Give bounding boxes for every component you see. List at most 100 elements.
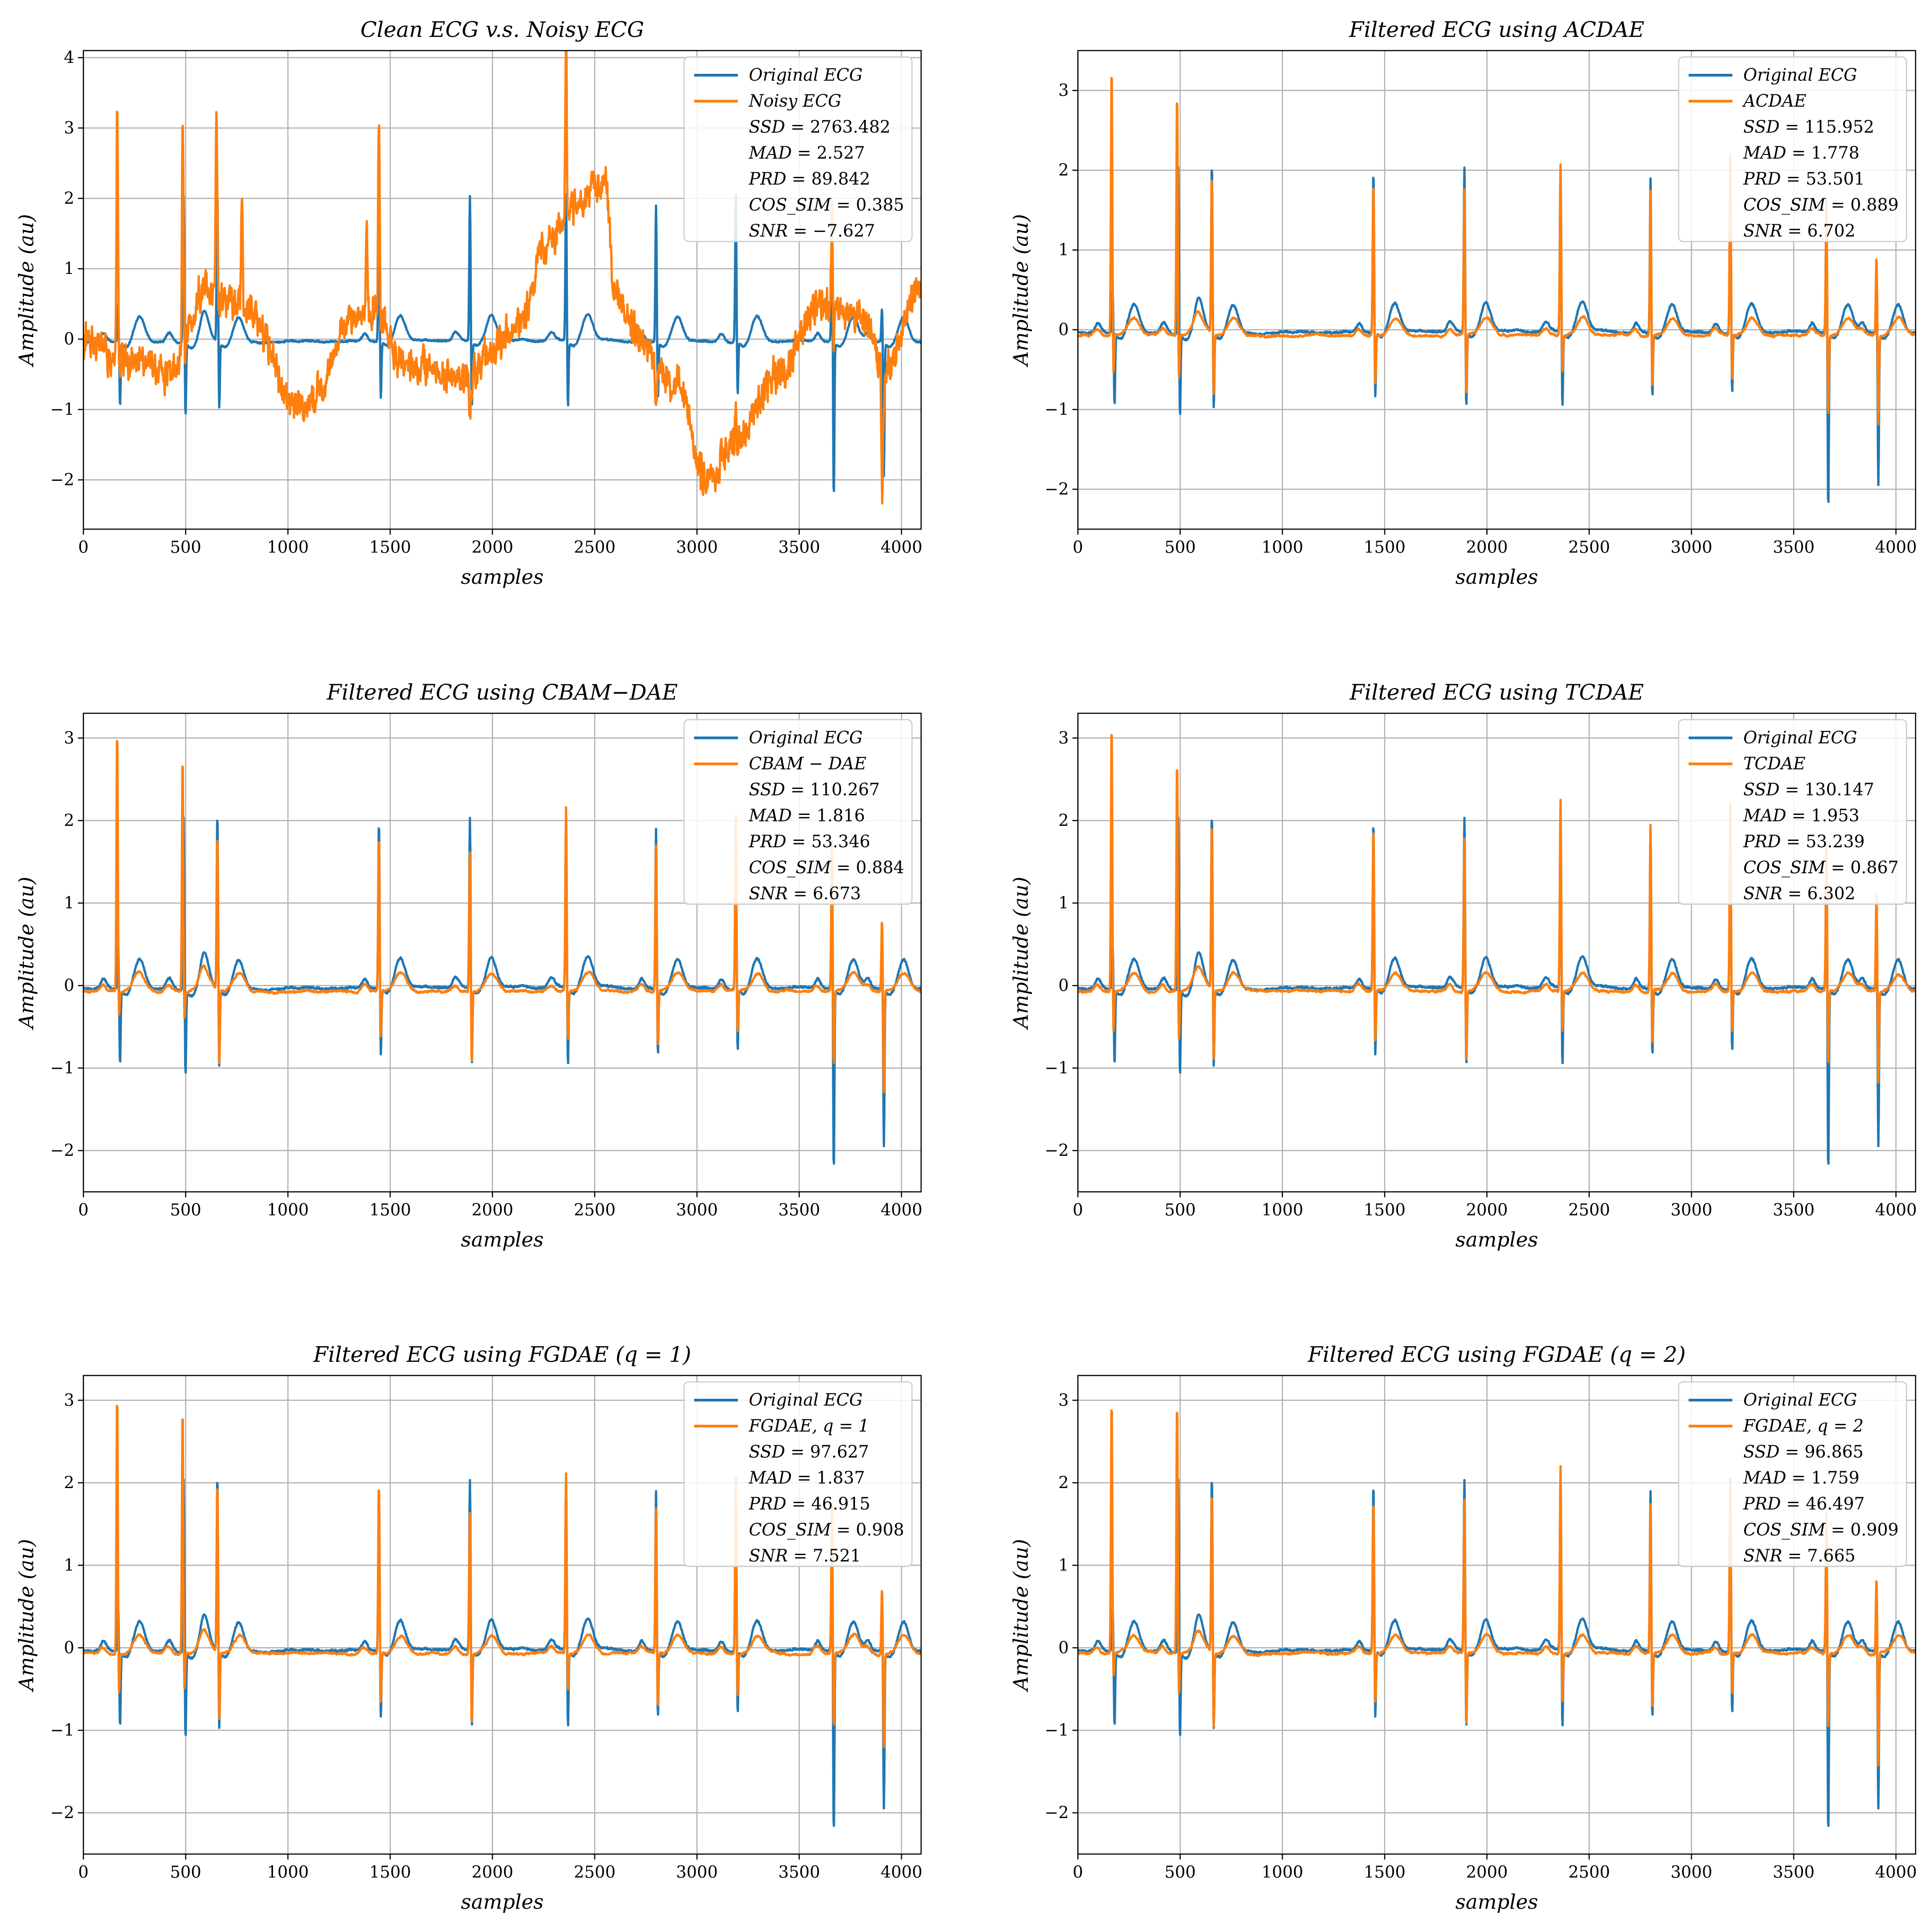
x-tick-label: 1500 xyxy=(369,1863,411,1882)
legend-entry: Original ECG xyxy=(1743,1390,1857,1410)
y-tick-label: 2 xyxy=(1058,811,1069,830)
metric-mad: MAD = 1.759 xyxy=(1743,1468,1860,1488)
metric-equals: = xyxy=(1786,143,1811,163)
metric-value: 1.837 xyxy=(817,1468,865,1488)
y-tick-label: −2 xyxy=(50,1141,74,1160)
legend-entry: Noisy ECG xyxy=(748,91,841,111)
metric-name: COS_SIM xyxy=(749,858,831,878)
metric-value: 0.385 xyxy=(856,195,904,215)
x-tick-label: 2000 xyxy=(1466,1201,1508,1220)
metric-prd: PRD = 46.915 xyxy=(748,1494,870,1514)
x-tick-label: 1500 xyxy=(1364,538,1406,557)
x-axis-label: samples xyxy=(1455,566,1538,589)
x-tick-label: 2000 xyxy=(1466,1863,1508,1882)
metric-mad: MAD = 1.953 xyxy=(1743,806,1860,825)
metric-mad: MAD = 1.837 xyxy=(748,1468,865,1488)
metric-snr: SNR = 7.665 xyxy=(1743,1546,1855,1566)
legend-entry: Original ECG xyxy=(749,728,863,747)
metric-value: 97.627 xyxy=(810,1442,869,1462)
x-tick-label: 500 xyxy=(170,538,201,557)
metric-name: SNR xyxy=(749,884,788,903)
metric-name: COS_SIM xyxy=(749,1520,831,1540)
metric-name: SNR xyxy=(749,221,788,241)
metric-equals: = xyxy=(831,195,856,215)
metric-value: 2.527 xyxy=(817,143,865,163)
metric-equals: = xyxy=(1781,832,1806,851)
metric-equals: = xyxy=(1825,195,1850,215)
y-tick-label: 3 xyxy=(64,1391,74,1410)
y-tick-label: 1 xyxy=(1058,1556,1069,1575)
metric-equals: = xyxy=(1786,1468,1811,1488)
metric-mad: MAD = 2.527 xyxy=(748,143,865,163)
y-axis-label: Amplitude (au) xyxy=(15,877,38,1030)
metric-equals: = xyxy=(786,832,811,851)
x-tick-label: 2500 xyxy=(1568,538,1610,557)
metric-value: 1.759 xyxy=(1811,1468,1860,1488)
metric-value: 46.915 xyxy=(811,1494,870,1514)
metric-name: COS_SIM xyxy=(1743,195,1826,215)
subplot-1: 0 500 1000 1500 2000 2500 3000 3500 4000 −2 −1 0 1 2 3… xyxy=(15,17,922,589)
chart-title: Filtered ECG using TCDAE xyxy=(1349,680,1643,705)
y-tick-label: −1 xyxy=(1045,1721,1069,1740)
metric-prd: PRD = 53.346 xyxy=(748,832,870,851)
y-tick-label: 1 xyxy=(64,1556,74,1575)
metric-equals: = xyxy=(1780,1442,1805,1462)
metric-equals: = xyxy=(788,221,813,241)
metric-equals: = xyxy=(1786,806,1811,825)
x-tick-label: 1000 xyxy=(267,538,309,557)
x-tick-label: 3000 xyxy=(676,1863,718,1882)
legend: Original ECG TCDAE SSD = 130.147 MAD = 1.95… xyxy=(1678,719,1907,905)
metric-value: 46.497 xyxy=(1806,1494,1865,1514)
metric-value: 6.702 xyxy=(1807,221,1855,241)
legend: Original ECG Noisy ECG SSD = 2763.482 MAD =… xyxy=(683,56,913,242)
series-line-original-ecg xyxy=(1078,815,1916,1165)
x-tick-label: 2500 xyxy=(574,538,616,557)
x-tick-label: 4000 xyxy=(881,1863,922,1882)
y-tick-label: 2 xyxy=(1058,161,1069,180)
metric-cos-sim: COS_SIM = 0.909 xyxy=(1743,1520,1899,1540)
metric-snr: SNR = 6.302 xyxy=(1743,884,1855,903)
y-tick-label: 3 xyxy=(1058,82,1069,100)
y-tick-label: 0 xyxy=(64,1638,74,1657)
metric-snr: SNR = 7.521 xyxy=(749,1546,861,1566)
series-lines xyxy=(83,51,921,505)
metric-value: 0.889 xyxy=(1850,195,1899,215)
metric-value: 130.147 xyxy=(1804,780,1874,799)
x-tick-label: 2500 xyxy=(1568,1201,1610,1220)
metric-name: PRD xyxy=(1743,169,1781,189)
legend-box xyxy=(683,719,913,905)
metric-value: 0.909 xyxy=(1850,1520,1899,1540)
y-axis-label: Amplitude (au) xyxy=(1010,1539,1033,1693)
y-tick-label: 0 xyxy=(1058,1638,1069,1657)
y-tick-label: 0 xyxy=(1058,976,1069,995)
y-tick-label: 1 xyxy=(64,260,74,278)
metric-name: MAD xyxy=(1743,806,1786,825)
metric-value: 115.952 xyxy=(1804,117,1874,137)
metric-prd: PRD = 46.497 xyxy=(1743,1494,1865,1514)
metric-value: 53.239 xyxy=(1806,832,1865,851)
x-tick-label: 4000 xyxy=(1875,538,1917,557)
series-lines xyxy=(1078,1409,1916,1827)
plot-frame xyxy=(82,712,922,1193)
metric-name: SSD xyxy=(1743,780,1780,799)
metric-name: COS_SIM xyxy=(1743,858,1826,878)
series-lines xyxy=(83,740,921,1165)
x-tick-label: 1500 xyxy=(369,1201,411,1220)
metric-name: SNR xyxy=(749,1546,788,1566)
metric-cos-sim: COS_SIM = 0.867 xyxy=(1743,858,1899,878)
x-tick-label: 2000 xyxy=(1466,538,1508,557)
x-tick-label: 4000 xyxy=(1875,1201,1917,1220)
metric-value: 7.521 xyxy=(813,1546,861,1566)
x-axis-label: samples xyxy=(461,1228,543,1252)
y-axis-label: Amplitude (au) xyxy=(1010,877,1033,1030)
plot-frame xyxy=(1077,1375,1917,1855)
metric-value: 53.501 xyxy=(1806,169,1865,189)
metric-ssd: SSD = 110.267 xyxy=(749,780,880,799)
y-axis-label: Amplitude (au) xyxy=(15,214,38,368)
series-line-noisy-ecg xyxy=(83,51,921,505)
metric-equals: = xyxy=(785,117,810,137)
legend-box xyxy=(683,1381,913,1567)
metric-name: SSD xyxy=(749,117,785,137)
metric-cos-sim: COS_SIM = 0.385 xyxy=(749,195,904,215)
metric-value: 96.865 xyxy=(1804,1442,1863,1462)
